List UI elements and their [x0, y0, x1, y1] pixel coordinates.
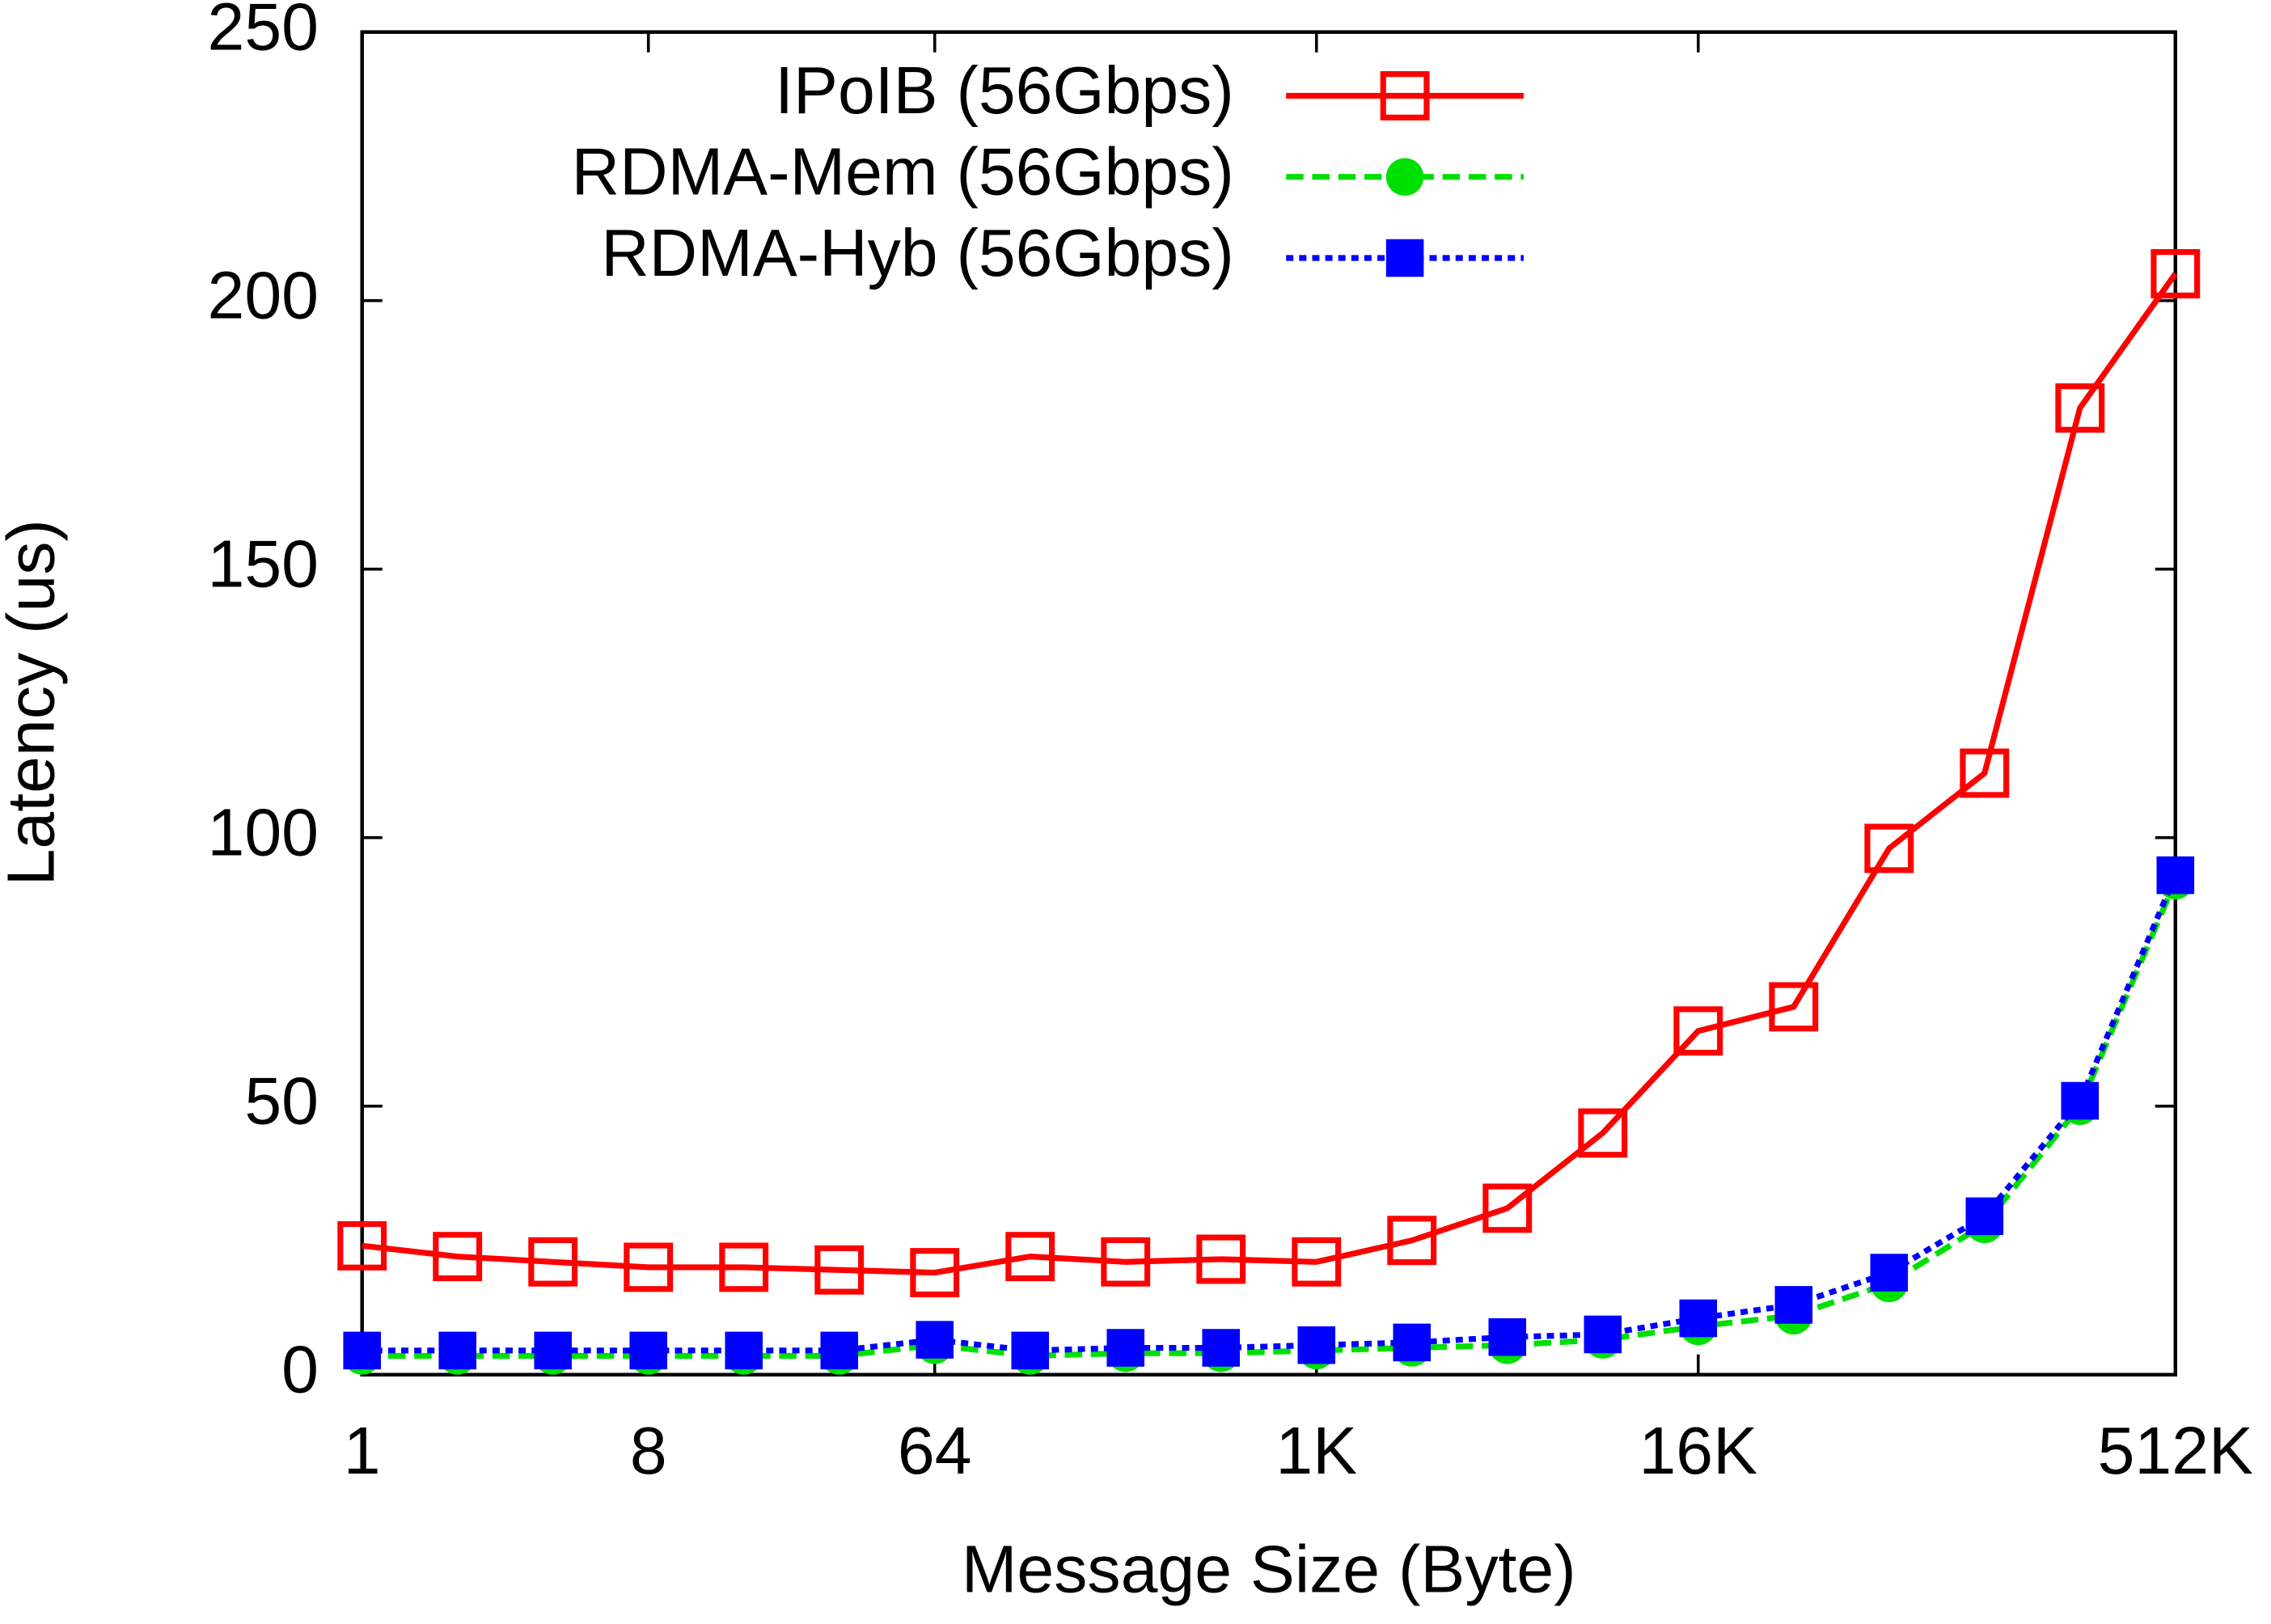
- marker: [624, 1242, 674, 1292]
- plot-frame: [360, 30, 2178, 1377]
- legend-label: IPoIB (56Gbps): [775, 53, 1234, 128]
- x-tick-label: 512K: [2098, 1414, 2253, 1488]
- marker: [438, 1331, 476, 1370]
- marker: [1011, 1331, 1050, 1370]
- marker: [1297, 1326, 1336, 1364]
- x-tick-label: 16K: [1639, 1414, 1758, 1488]
- marker: [1292, 1237, 1342, 1287]
- marker: [1584, 1315, 1622, 1354]
- x-axis-label: Message Size (Byte): [962, 1533, 1576, 1607]
- marker: [1488, 1317, 1527, 1356]
- marker: [725, 1331, 763, 1370]
- marker: [1774, 1286, 1813, 1324]
- y-tick-label: 250: [208, 0, 319, 64]
- marker: [2055, 383, 2105, 433]
- marker: [1387, 1216, 1437, 1266]
- marker: [1673, 1006, 1723, 1056]
- marker: [2061, 1081, 2100, 1120]
- legend-label: RDMA-Hyb (56Gbps): [601, 216, 1234, 290]
- x-tick-label: 64: [898, 1414, 972, 1488]
- y-axis-label: Latency (us): [0, 519, 69, 886]
- marker: [1196, 1234, 1246, 1284]
- marker: [916, 1321, 954, 1359]
- y-tick-label: 150: [208, 527, 319, 601]
- marker: [1106, 1329, 1145, 1367]
- x-tick-label: 8: [630, 1414, 667, 1488]
- marker: [534, 1331, 572, 1370]
- y-tick-label: 0: [281, 1332, 319, 1406]
- marker: [1769, 982, 1819, 1032]
- marker: [1202, 1329, 1241, 1367]
- legend-label: RDMA-Mem (56Gbps): [572, 134, 1234, 209]
- legend-marker: [1380, 70, 1430, 121]
- marker: [2156, 856, 2195, 894]
- marker: [528, 1237, 578, 1287]
- marker: [1101, 1237, 1151, 1287]
- legend-marker: [1385, 158, 1424, 197]
- marker: [910, 1248, 960, 1298]
- marker: [1960, 748, 2010, 798]
- marker: [343, 1331, 381, 1370]
- y-tick-label: 100: [208, 795, 319, 869]
- x-tick-label: 1K: [1275, 1414, 1357, 1488]
- marker: [1482, 1183, 1533, 1233]
- legend-marker: [1385, 239, 1424, 277]
- marker: [719, 1242, 769, 1292]
- marker: [814, 1245, 865, 1295]
- marker: [1578, 1108, 1628, 1158]
- marker: [1870, 1254, 1909, 1292]
- marker: [820, 1331, 859, 1370]
- marker: [1679, 1299, 1718, 1338]
- marker: [629, 1331, 668, 1370]
- marker: [337, 1220, 387, 1271]
- series-line: [362, 272, 2178, 1276]
- marker: [1965, 1197, 2004, 1236]
- marker: [1393, 1323, 1432, 1362]
- y-tick-label: 50: [244, 1064, 319, 1138]
- marker: [1005, 1232, 1055, 1282]
- marker: [2150, 249, 2201, 298]
- y-tick-label: 200: [208, 258, 319, 332]
- marker: [433, 1232, 483, 1282]
- marker: [1864, 823, 1914, 873]
- x-tick-label: 1: [344, 1414, 381, 1488]
